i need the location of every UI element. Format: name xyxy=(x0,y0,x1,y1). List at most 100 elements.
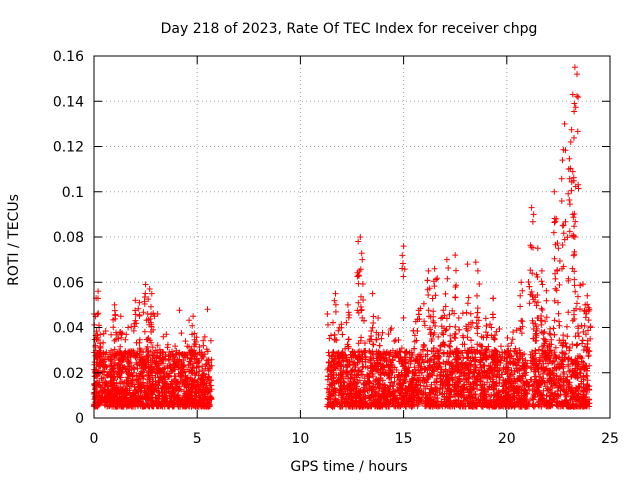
data-point xyxy=(106,403,113,409)
data-point xyxy=(546,330,553,337)
data-point xyxy=(508,377,515,384)
data-point xyxy=(566,368,573,375)
data-point xyxy=(327,395,333,402)
data-point xyxy=(416,316,423,322)
data-point xyxy=(145,402,152,409)
data-point xyxy=(421,322,428,329)
data-point xyxy=(103,349,110,356)
data-point xyxy=(439,382,446,389)
data-point xyxy=(353,372,360,379)
data-point xyxy=(560,369,567,375)
data-point xyxy=(414,401,421,408)
data-point xyxy=(586,400,593,407)
data-point xyxy=(389,400,396,407)
data-point xyxy=(543,392,550,399)
data-point xyxy=(489,370,496,377)
data-point xyxy=(332,308,339,315)
data-point xyxy=(493,348,500,355)
data-point xyxy=(389,369,396,376)
data-point xyxy=(432,323,439,329)
data-point xyxy=(569,367,576,374)
data-point xyxy=(464,300,471,307)
data-point xyxy=(543,355,550,362)
data-point xyxy=(516,347,523,354)
data-point xyxy=(357,266,364,273)
data-point xyxy=(156,355,163,362)
data-point xyxy=(368,368,374,374)
data-point xyxy=(396,358,403,365)
data-point xyxy=(408,403,415,410)
data-point xyxy=(140,309,147,316)
data-points xyxy=(91,64,594,410)
data-point xyxy=(119,330,126,337)
data-point xyxy=(529,270,536,277)
data-point xyxy=(501,355,508,362)
data-point xyxy=(538,364,545,371)
data-point xyxy=(529,395,536,402)
data-point xyxy=(409,402,416,409)
data-point xyxy=(431,283,438,290)
data-point xyxy=(374,400,381,407)
data-point xyxy=(357,303,364,310)
data-point xyxy=(458,393,465,400)
data-point xyxy=(208,362,215,369)
data-point xyxy=(196,344,203,350)
data-point xyxy=(509,394,516,400)
data-point xyxy=(536,382,543,389)
data-point xyxy=(324,376,331,383)
data-point xyxy=(196,350,203,356)
data-point xyxy=(192,397,199,404)
data-point xyxy=(356,353,363,359)
data-point xyxy=(510,329,517,335)
data-point xyxy=(368,403,375,410)
data-point xyxy=(540,330,547,336)
data-point xyxy=(534,390,541,396)
data-point xyxy=(328,332,334,339)
data-point xyxy=(430,318,437,324)
data-point xyxy=(367,357,374,364)
data-point xyxy=(385,372,392,379)
data-point xyxy=(426,390,433,396)
data-point xyxy=(332,301,339,308)
data-point xyxy=(145,316,152,323)
data-point xyxy=(507,372,514,378)
data-point xyxy=(584,373,591,379)
data-point xyxy=(456,326,463,333)
data-point xyxy=(502,400,509,407)
data-point xyxy=(407,394,414,401)
data-point xyxy=(332,389,339,396)
data-point xyxy=(140,349,147,356)
data-point xyxy=(544,387,551,394)
data-point xyxy=(125,397,132,404)
data-point xyxy=(452,284,459,290)
data-point xyxy=(517,303,524,310)
data-point xyxy=(580,388,587,395)
data-point xyxy=(203,385,210,392)
data-point xyxy=(462,361,469,368)
data-point xyxy=(383,351,390,358)
data-point xyxy=(569,385,576,391)
data-point xyxy=(163,380,169,387)
data-point xyxy=(526,300,533,307)
data-point xyxy=(347,386,354,393)
data-point xyxy=(552,353,559,360)
data-point xyxy=(466,370,473,377)
data-point xyxy=(556,383,563,390)
data-point xyxy=(431,353,437,360)
data-point xyxy=(186,358,193,365)
data-point xyxy=(202,391,209,398)
data-point xyxy=(191,330,198,337)
data-point xyxy=(145,354,152,361)
data-point xyxy=(110,324,117,331)
data-point xyxy=(186,317,193,324)
data-point xyxy=(169,378,176,385)
data-point xyxy=(564,333,571,340)
data-point xyxy=(490,398,497,405)
data-point xyxy=(440,307,447,314)
data-point xyxy=(491,361,498,368)
data-point xyxy=(581,364,588,371)
data-point xyxy=(510,360,517,367)
data-point xyxy=(529,317,536,324)
data-point xyxy=(392,337,399,344)
data-point xyxy=(186,399,192,406)
